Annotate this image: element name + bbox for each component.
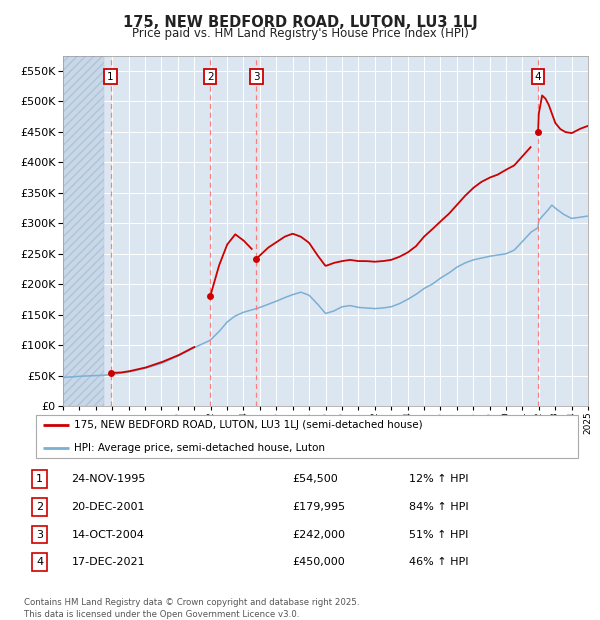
Text: Price paid vs. HM Land Registry's House Price Index (HPI): Price paid vs. HM Land Registry's House … xyxy=(131,27,469,40)
Text: £450,000: £450,000 xyxy=(292,557,344,567)
Text: 46% ↑ HPI: 46% ↑ HPI xyxy=(409,557,469,567)
Text: 1: 1 xyxy=(36,474,43,484)
Text: 3: 3 xyxy=(253,71,260,82)
Text: 175, NEW BEDFORD ROAD, LUTON, LU3 1LJ (semi-detached house): 175, NEW BEDFORD ROAD, LUTON, LU3 1LJ (s… xyxy=(74,420,423,430)
Text: £242,000: £242,000 xyxy=(292,529,345,539)
Text: 84% ↑ HPI: 84% ↑ HPI xyxy=(409,502,469,512)
FancyBboxPatch shape xyxy=(36,415,578,458)
Text: Contains HM Land Registry data © Crown copyright and database right 2025.
This d: Contains HM Land Registry data © Crown c… xyxy=(24,598,359,619)
Text: 2: 2 xyxy=(36,502,43,512)
Text: 20-DEC-2001: 20-DEC-2001 xyxy=(71,502,145,512)
Text: 17-DEC-2021: 17-DEC-2021 xyxy=(71,557,145,567)
Text: HPI: Average price, semi-detached house, Luton: HPI: Average price, semi-detached house,… xyxy=(74,443,325,453)
Text: 12% ↑ HPI: 12% ↑ HPI xyxy=(409,474,469,484)
Text: £179,995: £179,995 xyxy=(292,502,345,512)
Text: 175, NEW BEDFORD ROAD, LUTON, LU3 1LJ: 175, NEW BEDFORD ROAD, LUTON, LU3 1LJ xyxy=(122,16,478,30)
Text: 24-NOV-1995: 24-NOV-1995 xyxy=(71,474,146,484)
Text: 2: 2 xyxy=(207,71,214,82)
Text: £54,500: £54,500 xyxy=(292,474,338,484)
Text: 51% ↑ HPI: 51% ↑ HPI xyxy=(409,529,469,539)
Text: 4: 4 xyxy=(36,557,43,567)
Text: 1: 1 xyxy=(107,71,114,82)
Text: 14-OCT-2004: 14-OCT-2004 xyxy=(71,529,145,539)
Text: 3: 3 xyxy=(36,529,43,539)
Text: 4: 4 xyxy=(535,71,541,82)
